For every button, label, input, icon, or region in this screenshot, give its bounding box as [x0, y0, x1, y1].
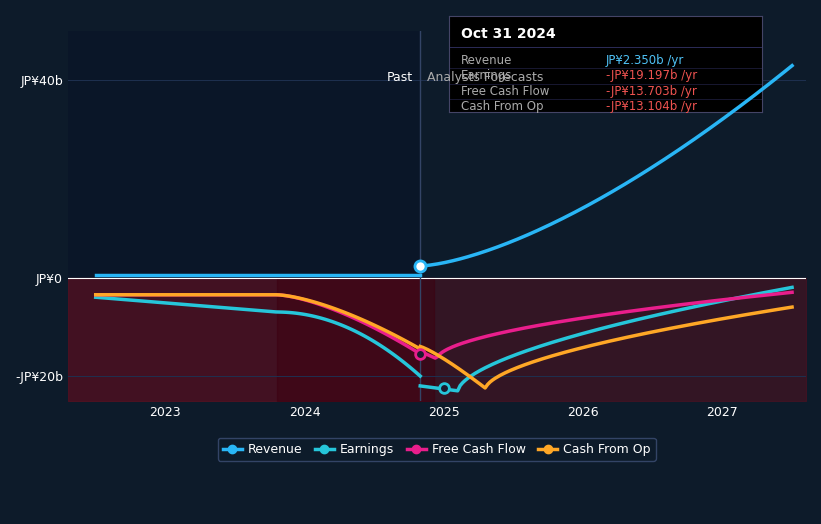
- Text: Past: Past: [388, 71, 413, 83]
- Bar: [420, 31, 806, 401]
- Legend: Revenue, Earnings, Free Cash Flow, Cash From Op: Revenue, Earnings, Free Cash Flow, Cash …: [218, 438, 656, 461]
- Text: Analysts Forecasts: Analysts Forecasts: [427, 71, 544, 83]
- Bar: [68, 31, 420, 401]
